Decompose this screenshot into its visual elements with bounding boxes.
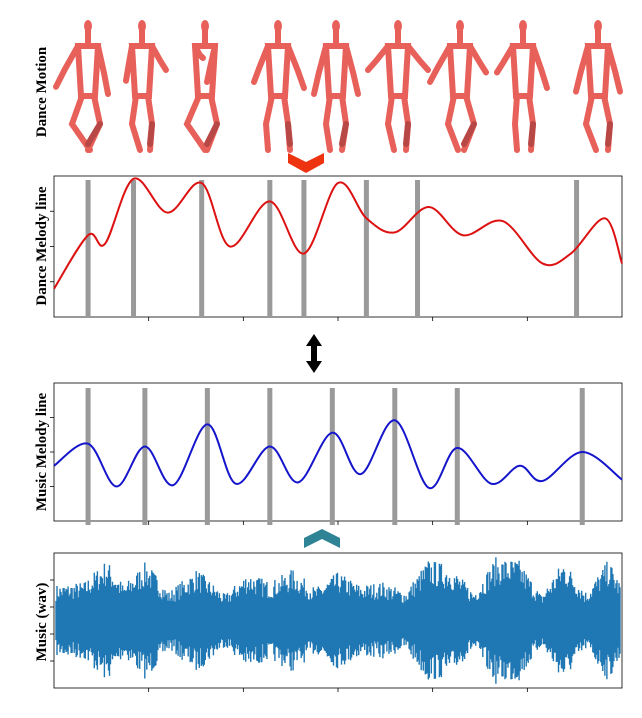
plot-frame: [53, 175, 623, 318]
dancer-icon: [53, 20, 111, 153]
label-dance-melody: Dance Melody line: [34, 186, 50, 305]
dancer-icon: [365, 20, 431, 153]
dancer-icon: [494, 20, 550, 153]
dancer-icon: [251, 20, 307, 153]
music-waveform-chart: [50, 552, 623, 692]
melody-line: [53, 419, 623, 489]
waveform: [55, 557, 621, 684]
label-music-melody: Music Melody line: [34, 392, 50, 511]
chevron-up-icon: [304, 529, 340, 548]
label-music-wav: Music (wav): [34, 583, 50, 662]
dancer-icon: [123, 20, 169, 153]
dancer-icon: [427, 20, 489, 153]
chevron-down-icon: [288, 153, 324, 173]
dancer-icon: [573, 20, 623, 153]
dance-motion-row: [53, 20, 623, 153]
music-melody-chart: [50, 382, 623, 525]
dancer-icon: [311, 20, 361, 153]
label-dance-motion: Dance Motion: [34, 46, 50, 137]
dancer-icon: [183, 20, 221, 153]
dance-melody-chart: [50, 175, 623, 321]
double-arrow-vertical-icon: [306, 334, 322, 373]
melody-line: [53, 177, 623, 290]
